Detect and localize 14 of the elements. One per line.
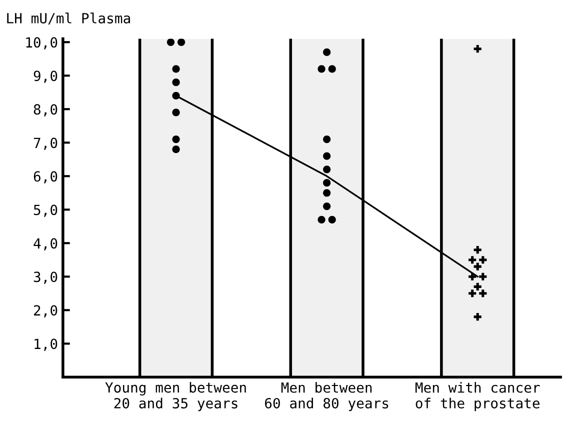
y-tick-label: 6,0 xyxy=(34,171,58,184)
x-tick-label: Men with cancer of the prostate xyxy=(415,382,540,412)
y-tick-label: 4,0 xyxy=(34,238,58,250)
y-tick-label: 8,0 xyxy=(34,104,58,116)
y-tick-label: 2,0 xyxy=(34,305,58,318)
x-tick-label: Men between 60 and 80 years xyxy=(265,382,388,412)
y-tick-label: 5,0 xyxy=(34,204,58,217)
y-tick-label: 1,0 xyxy=(34,338,58,351)
x-tick-label: Young men between 20 and 35 years xyxy=(105,382,246,412)
y-tick-label: 3,0 xyxy=(34,272,58,284)
y-tick-label: 9,0 xyxy=(34,70,58,83)
y-tick-label: 10,0 xyxy=(26,37,58,50)
y-axis-title: LH mU/ml Plasma xyxy=(7,12,130,25)
y-tick-label: 7,0 xyxy=(34,138,58,150)
